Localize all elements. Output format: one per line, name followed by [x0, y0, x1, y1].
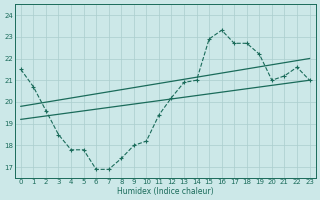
X-axis label: Humidex (Indice chaleur): Humidex (Indice chaleur)	[117, 187, 213, 196]
